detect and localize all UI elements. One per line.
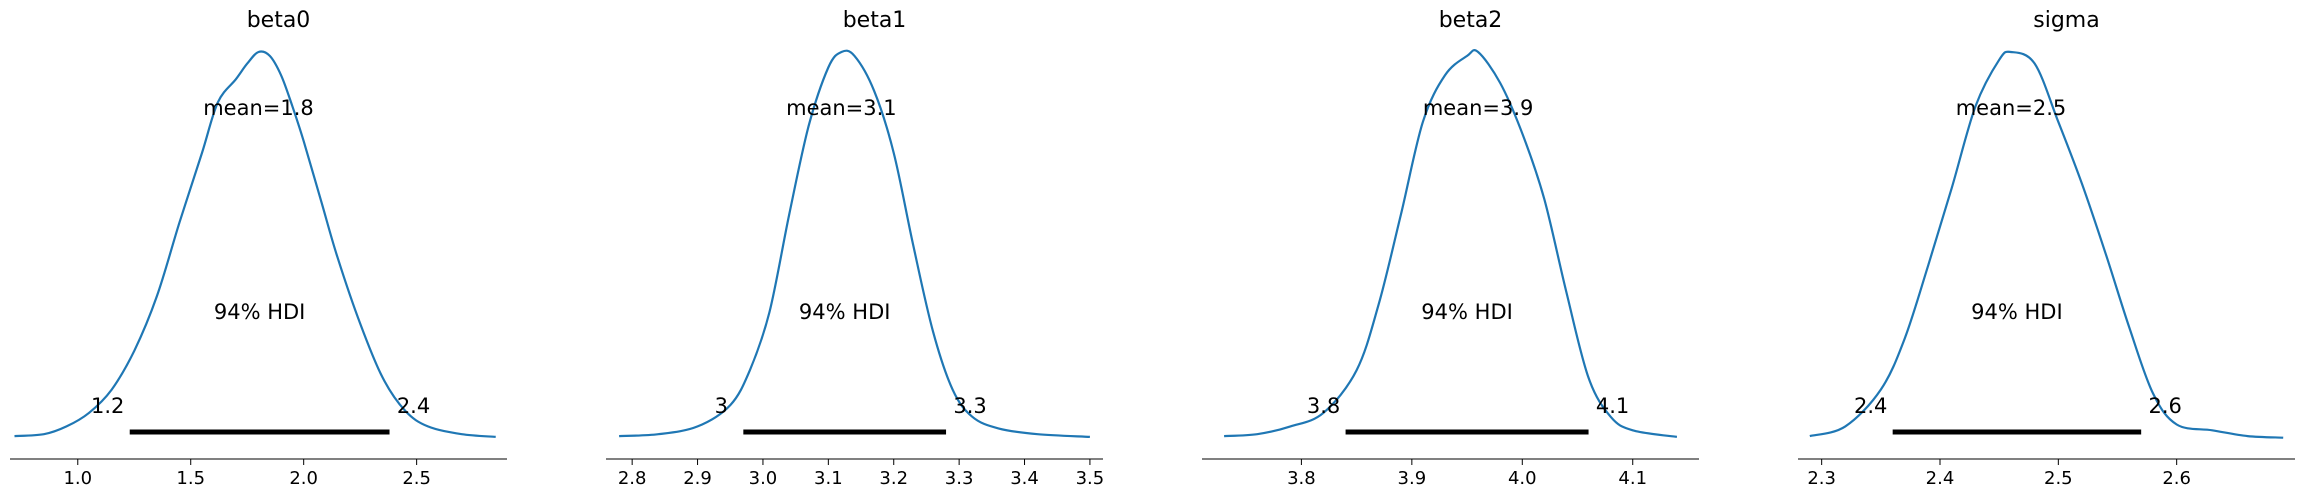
x-tick-label-beta2: 4.0 xyxy=(1508,468,1537,489)
x-tick-label-beta2: 3.9 xyxy=(1398,468,1427,489)
hdi-label-beta2: 94% HDI xyxy=(1421,300,1513,324)
density-curve-sigma xyxy=(1809,50,2284,439)
hdi-upper-label-beta1: 3.3 xyxy=(953,394,986,418)
density-curve-beta1 xyxy=(619,49,1090,438)
hdi-label-beta1: 94% HDI xyxy=(799,300,891,324)
x-tick-label-beta1: 3.3 xyxy=(945,468,974,489)
x-tick-label-beta0: 2.5 xyxy=(402,468,431,489)
density-curve-beta0 xyxy=(14,50,496,438)
x-tick-label-beta1: 3.0 xyxy=(749,468,778,489)
x-tick-label-sigma: 2.5 xyxy=(2044,468,2073,489)
mean-label-sigma: mean=2.5 xyxy=(1956,96,2067,120)
x-tick-label-beta2: 4.1 xyxy=(1618,468,1647,489)
panel-title-beta1: beta1 xyxy=(843,8,907,33)
x-tick-label-beta0: 1.5 xyxy=(176,468,205,489)
x-tick-label-sigma: 2.4 xyxy=(1926,468,1955,489)
panel-title-beta2: beta2 xyxy=(1439,8,1503,33)
x-tick-label-beta1: 3.4 xyxy=(1010,468,1039,489)
hdi-label-beta0: 94% HDI xyxy=(214,300,306,324)
hdi-lower-label-beta0: 1.2 xyxy=(91,394,124,418)
hdi-lower-label-beta1: 3 xyxy=(715,394,728,418)
x-tick-label-beta0: 1.0 xyxy=(63,468,92,489)
panel-title-beta0: beta0 xyxy=(247,8,311,33)
x-tick-label-beta2: 3.8 xyxy=(1287,468,1316,489)
x-tick-label-beta1: 2.8 xyxy=(618,468,647,489)
hdi-lower-label-beta2: 3.8 xyxy=(1307,394,1340,418)
x-tick-label-beta1: 3.5 xyxy=(1076,468,1105,489)
hdi-upper-label-beta2: 4.1 xyxy=(1596,394,1629,418)
hdi-upper-label-sigma: 2.6 xyxy=(2148,394,2181,418)
x-tick-label-beta1: 3.2 xyxy=(879,468,908,489)
mean-label-beta1: mean=3.1 xyxy=(786,96,897,120)
x-tick-label-beta1: 2.9 xyxy=(683,468,712,489)
hdi-label-sigma: 94% HDI xyxy=(1971,300,2063,324)
x-tick-label-beta0: 2.0 xyxy=(289,468,318,489)
x-tick-label-sigma: 2.6 xyxy=(2162,468,2191,489)
mean-label-beta0: mean=1.8 xyxy=(203,96,314,120)
x-tick-label-sigma: 2.3 xyxy=(1807,468,1836,489)
hdi-upper-label-beta0: 2.4 xyxy=(397,394,430,418)
panel-title-sigma: sigma xyxy=(2033,8,2099,33)
density-curve-beta2 xyxy=(1224,49,1678,438)
hdi-lower-label-sigma: 2.4 xyxy=(1854,394,1887,418)
x-tick-label-beta1: 3.1 xyxy=(814,468,843,489)
mean-label-beta2: mean=3.9 xyxy=(1423,96,1534,120)
